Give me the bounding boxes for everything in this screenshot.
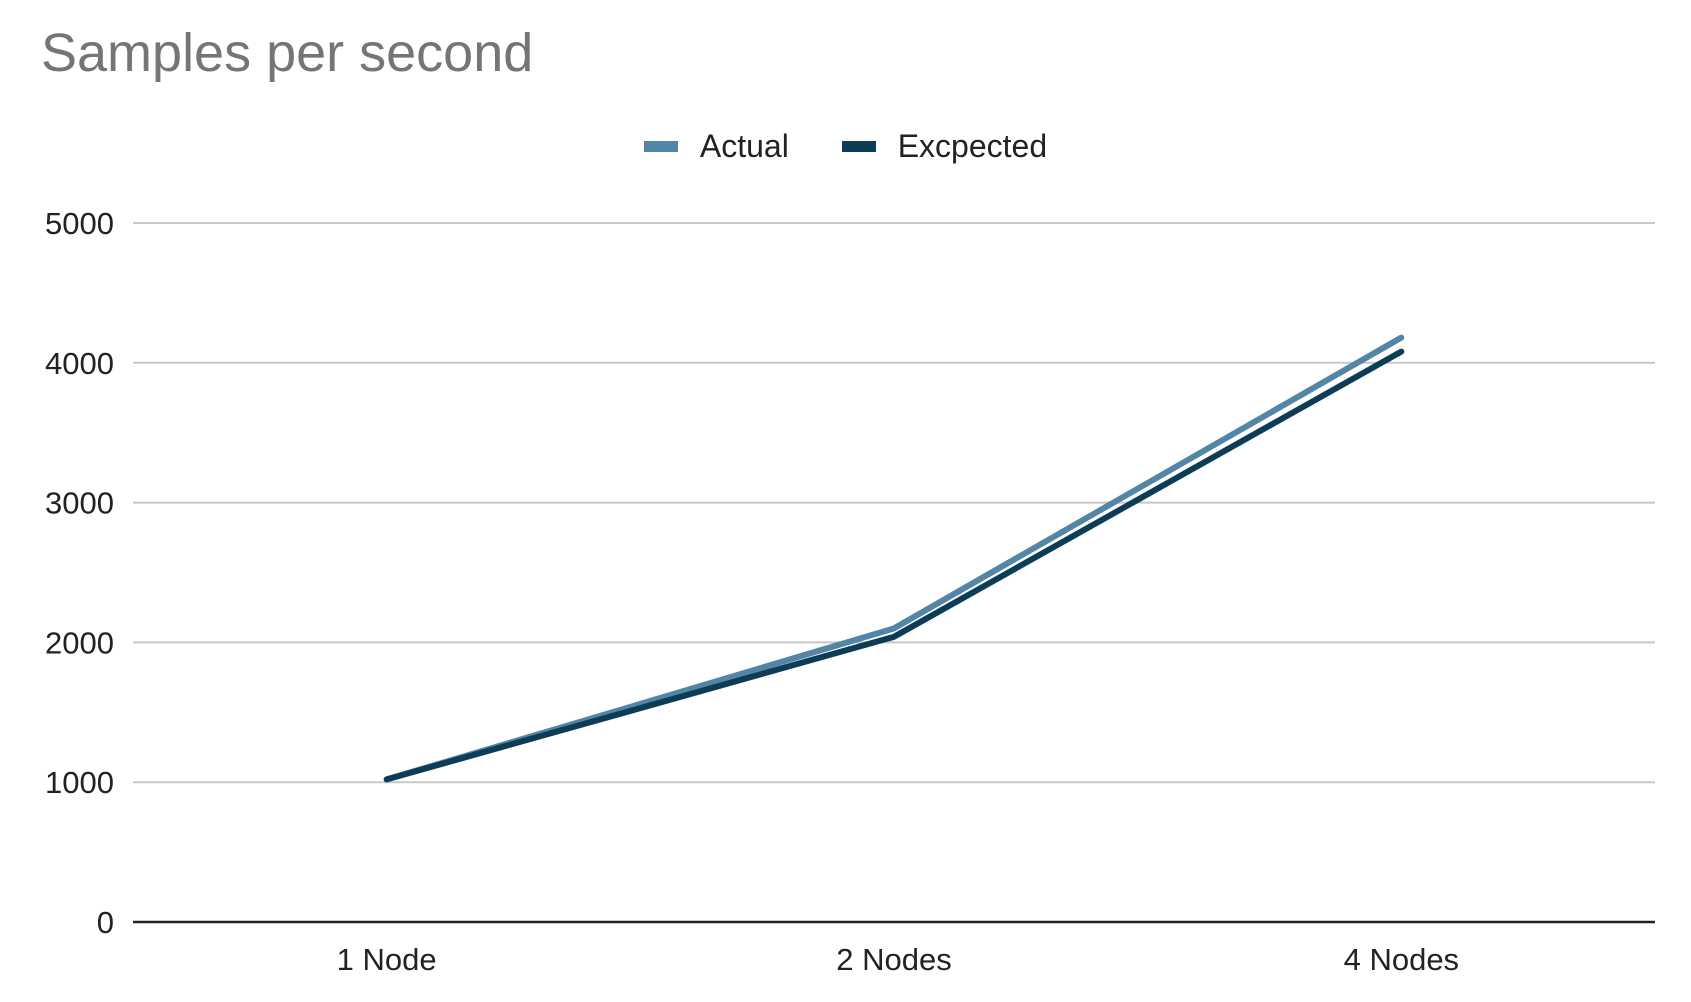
series-line-actual (383, 334, 1405, 783)
legend-swatch-actual (643, 141, 678, 152)
legend-label-actual: Actual (699, 128, 789, 164)
legend-swatch-excpected (841, 141, 876, 152)
x-tick-label: 2 Nodes (836, 942, 951, 977)
y-tick-label: 5000 (45, 206, 114, 241)
y-axis-ticks: 0 1000 2000 3000 4000 5000 (45, 206, 114, 940)
y-tick-label: 0 (97, 905, 114, 940)
legend-item-excpected: Excpected (841, 128, 1048, 165)
series-lines (383, 334, 1405, 783)
y-tick-label: 3000 (45, 486, 114, 521)
legend-item-actual: Actual (643, 128, 789, 165)
legend: Actual Excpected (0, 123, 1691, 165)
y-tick-label: 1000 (45, 765, 114, 800)
legend-label-excpected: Excpected (897, 128, 1048, 164)
series-line-excpected (383, 348, 1405, 783)
x-tick-label: 1 Node (337, 942, 437, 977)
y-tick-label: 4000 (45, 346, 114, 381)
gridlines (133, 222, 1655, 784)
x-axis-ticks: 1 Node 2 Nodes 4 Nodes (337, 942, 1459, 977)
chart-title: Samples per second (41, 23, 534, 83)
x-tick-label: 4 Nodes (1344, 942, 1459, 977)
y-tick-label: 2000 (45, 625, 114, 660)
